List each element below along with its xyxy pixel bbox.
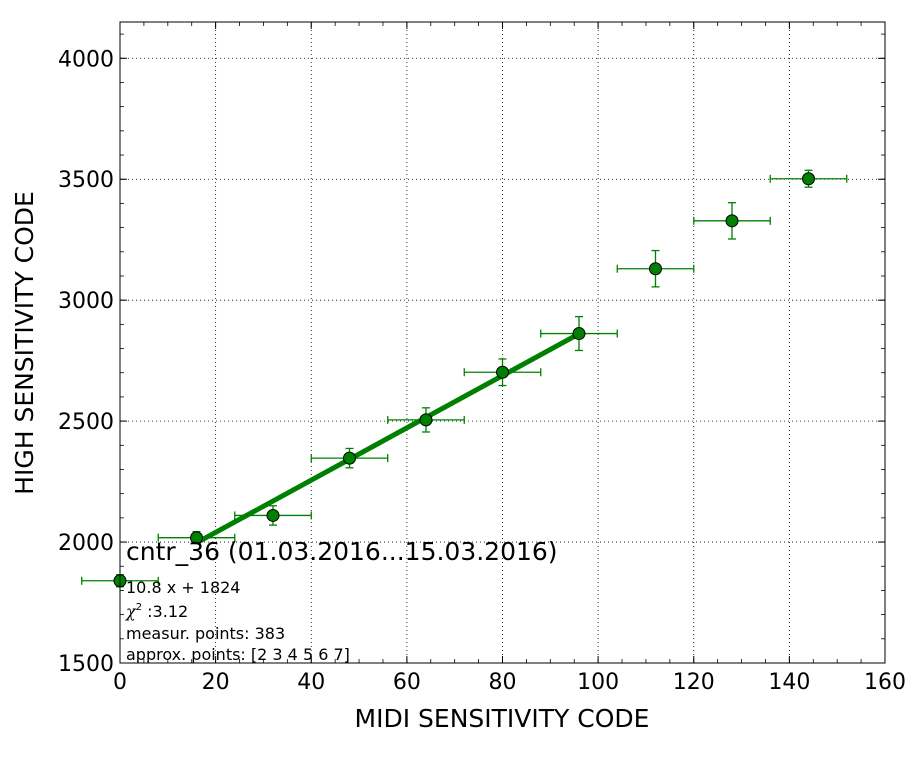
- x-tick-label: 40: [297, 670, 325, 695]
- data-point-marker: [725, 214, 739, 228]
- annotation-measur-points: measur. points: 383: [126, 624, 285, 643]
- x-tick-label: 60: [393, 670, 421, 695]
- y-tick-label: 2500: [58, 410, 114, 435]
- y-tick-label: 4000: [58, 47, 114, 72]
- annotation-approx-points: approx. points: [2 3 4 5 6 7]: [126, 645, 350, 664]
- chi2-power: 2: [136, 602, 142, 613]
- y-tick-labels: 1500 2000 2500 3000 3500 4000: [58, 47, 114, 677]
- annotation-title: cntr_36 (01.03.2016...15.03.2016): [126, 537, 558, 566]
- x-tick-label: 120: [673, 670, 715, 695]
- y-tick-label: 3500: [58, 168, 114, 193]
- data-point-marker: [496, 365, 509, 379]
- data-point-marker: [649, 262, 662, 276]
- plot-frame: [119, 21, 886, 664]
- markers: [113, 172, 815, 588]
- x-axis-title: MIDI SENSITIVITY CODE: [355, 704, 650, 733]
- fit-layer: [195, 331, 581, 546]
- data-point-marker: [343, 451, 356, 465]
- x-tick-label: 160: [864, 670, 906, 695]
- y-tick-label: 1500: [58, 652, 114, 677]
- x-tick-label: 80: [489, 670, 517, 695]
- data-point-marker: [802, 172, 815, 186]
- chi2-value: :3.12: [142, 602, 188, 621]
- grid: [120, 22, 885, 663]
- x-tick-label: 140: [768, 670, 810, 695]
- y-tick-label: 3000: [58, 289, 114, 314]
- annotation-fit-equation: 10.8 x + 1824: [126, 578, 240, 597]
- x-tick-label: 100: [577, 670, 619, 695]
- data-point-marker: [419, 413, 433, 427]
- annotation-chi2: χ2 :3.12: [125, 602, 188, 621]
- data-point-marker: [190, 531, 203, 545]
- annotation-block: cntr_36 (01.03.2016...15.03.2016) 10.8 x…: [125, 537, 558, 664]
- x-tick-labels: 0 20 40 60 80 100 120 140 160: [113, 670, 906, 695]
- x-tick-label: 0: [113, 670, 127, 695]
- data-point-marker: [266, 508, 280, 522]
- fit-line: [195, 331, 581, 546]
- chi2-symbol: χ: [125, 602, 137, 621]
- data-point-marker: [572, 327, 586, 341]
- y-axis-title: HIGH SENSITIVITY CODE: [10, 191, 39, 495]
- y-tick-label: 2000: [58, 531, 114, 556]
- x-tick-label: 20: [202, 670, 230, 695]
